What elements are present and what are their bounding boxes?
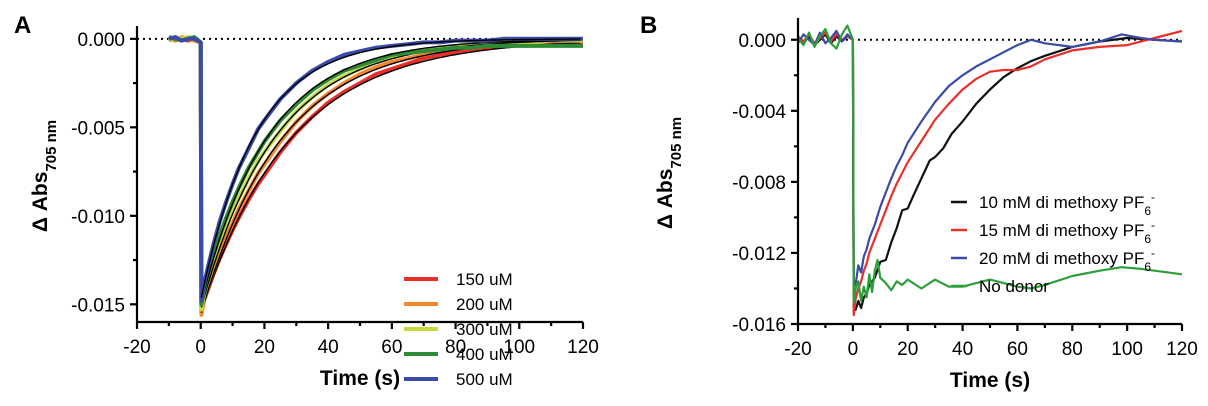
- y-tick-label: -0.004: [732, 102, 786, 123]
- y-tick-label: -0.016: [732, 315, 786, 336]
- legend-label-3: 20 mM di methoxy PF6-: [979, 246, 1155, 274]
- legend-label-text: 400 uM: [456, 345, 513, 364]
- series-line-3: [797, 29, 1183, 286]
- x-tick-label: -20: [123, 337, 150, 358]
- legend-label-3: 300 uM: [456, 320, 513, 339]
- x-tick-label: 120: [1166, 339, 1198, 360]
- legend-label-superscript: -: [1151, 218, 1155, 232]
- x-tick-label: 60: [1007, 339, 1028, 360]
- fit-line-5: [200, 38, 581, 298]
- y-axis-label-sub: 705 nm: [43, 120, 60, 172]
- x-tick-label: 20: [897, 339, 918, 360]
- series-line-2: [797, 29, 1183, 317]
- legend-label-superscript: -: [1151, 190, 1155, 204]
- legend-label-text: 300 uM: [456, 320, 513, 339]
- legend-label-superscript: -: [1151, 246, 1155, 260]
- legend-label-text: 200 uM: [456, 295, 513, 314]
- y-axis-label-main: Δ Abs: [29, 172, 52, 233]
- x-axis-label: Time (s): [320, 367, 400, 390]
- series-line-2: [168, 35, 583, 317]
- y-tick-label: 0.000: [738, 31, 786, 52]
- x-tick-label: 100: [503, 337, 535, 358]
- x-tick-label: 40: [952, 339, 973, 360]
- x-tick-label: 80: [1062, 339, 1083, 360]
- x-tick-label: 120: [567, 337, 599, 358]
- legend-label-text: No donor: [979, 277, 1049, 296]
- legend-label-4: 400 uM: [456, 345, 513, 364]
- legend-label-subscript: 6: [1144, 204, 1151, 218]
- x-axis-label: Time (s): [950, 369, 1030, 392]
- chart-panel-b: B -20 0 20 40 60 80 100 120 0.000 -0.004 -0.008 -0.0…: [640, 12, 1198, 392]
- legend-label-1: 10 mM di methoxy PF6-: [979, 190, 1155, 218]
- x-tick-label: 80: [445, 337, 466, 358]
- legend-label-2: 15 mM di methoxy PF6-: [979, 218, 1155, 246]
- legend-label-text: 15 mM di methoxy PF: [979, 221, 1144, 240]
- legend-label-1: 150 uM: [456, 270, 513, 289]
- x-tick-label: 40: [318, 337, 339, 358]
- y-tick-label: -0.012: [732, 244, 786, 265]
- y-axis-label: Δ Abs705 nm: [654, 117, 685, 229]
- legend-label-text: 20 mM di methoxy PF: [979, 249, 1144, 268]
- legend-label-subscript: 6: [1144, 260, 1151, 274]
- legend-label-2: 200 uM: [456, 295, 513, 314]
- x-tick-label: 100: [1111, 339, 1143, 360]
- series-line-1: [797, 33, 1183, 311]
- legend-label-text: 150 uM: [456, 270, 513, 289]
- y-tick-label: -0.010: [71, 207, 125, 228]
- y-tick-label: -0.015: [71, 295, 125, 316]
- fit-line-3: [200, 39, 581, 308]
- chart-panel-a: A -20 0 20 40 60 80 100 120 0.000 -0.005 -0.010 -0.0…: [14, 12, 599, 390]
- legend-label-5: 500 uM: [456, 370, 513, 389]
- y-tick-label: 0.000: [77, 30, 125, 51]
- series-line-4: [797, 24, 1183, 304]
- legend: 150 uM 200 uM 300 uM 400 uM 500 uM: [404, 270, 513, 389]
- x-tick-label: 20: [254, 337, 275, 358]
- legend-label-text: 10 mM di methoxy PF: [979, 193, 1144, 212]
- series-line-4: [168, 35, 583, 307]
- x-tick-label: 0: [195, 337, 206, 358]
- legend-label-text: 500 uM: [456, 370, 513, 389]
- x-tick-label: 0: [848, 339, 859, 360]
- series-line-1: [167, 35, 583, 316]
- panel-label: A: [14, 12, 31, 39]
- panel-label: B: [640, 12, 657, 39]
- legend: 10 mM di methoxy PF6-15 mM di methoxy PF…: [951, 190, 1155, 296]
- x-tick-label: 60: [381, 337, 402, 358]
- legend-label-subscript: 6: [1144, 232, 1151, 246]
- y-axis-label-main: Δ Abs: [654, 169, 677, 230]
- x-tick-label: -20: [784, 339, 811, 360]
- legend-label-4: No donor: [979, 277, 1049, 296]
- fit-line-4: [200, 39, 581, 302]
- y-tick-label: -0.005: [71, 118, 125, 139]
- y-axis-label: Δ Abs705 nm: [29, 120, 60, 232]
- y-axis-label-sub: 705 nm: [668, 117, 685, 169]
- y-tick-label: -0.008: [732, 173, 786, 194]
